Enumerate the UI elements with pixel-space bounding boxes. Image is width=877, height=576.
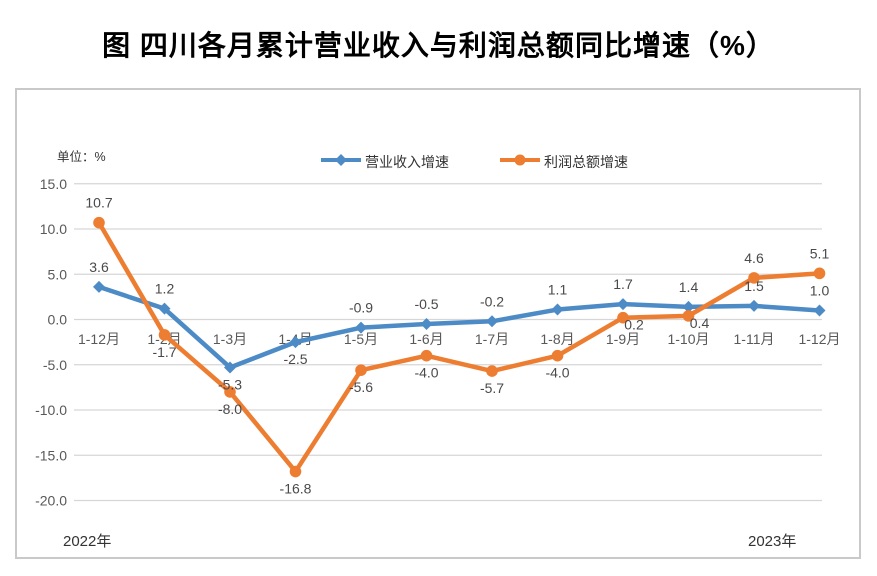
data-point-label: -4.0 [414, 365, 438, 381]
y-tick-label: -20.0 [35, 493, 67, 509]
data-point-marker [813, 304, 826, 317]
series-line [96, 284, 822, 370]
data-point-label: -8.0 [218, 401, 242, 417]
y-tick-label: 0.0 [48, 312, 68, 328]
y-tick-label: -15.0 [35, 447, 67, 463]
data-point-marker [617, 311, 629, 324]
data-point-label: 0.4 [690, 315, 710, 331]
series-1-data-labels: 10.7 -1.7 -8.0 -16.8 -5.6 -4.0 -5.7 -4.0 0.2 0.4 4… [85, 195, 829, 497]
data-point-label: -5.6 [349, 379, 373, 395]
profit-series-marker-icon [499, 153, 541, 172]
data-point-marker [486, 365, 498, 377]
data-point-label: -4.0 [545, 365, 569, 381]
x-category-label: 1-5月 [344, 331, 378, 347]
data-point-marker [551, 349, 564, 362]
data-point-label: 10.7 [85, 195, 112, 211]
data-point-marker [158, 329, 171, 341]
data-point-marker [93, 216, 105, 229]
data-point-marker [289, 465, 302, 478]
data-point-label: 0.2 [624, 317, 644, 333]
data-point-marker [551, 303, 564, 316]
data-point-label: -2.5 [283, 351, 307, 367]
data-point-label: 1.7 [613, 276, 633, 292]
chart-container: 单位：% 营业收入增速 利润总额增速 15.0 10.0 5.0 0.0 -5.0 -10… [15, 88, 861, 559]
data-point-label: 1.2 [155, 281, 175, 297]
data-point-marker [682, 300, 695, 313]
data-point-marker [224, 361, 236, 374]
x-category-label: 1-3月 [213, 331, 247, 347]
data-point-marker [158, 302, 171, 315]
data-point-label: -0.2 [480, 293, 504, 309]
y-tick-label: -10.0 [35, 402, 67, 418]
data-point-marker [420, 349, 433, 362]
data-point-label: 3.6 [89, 259, 109, 275]
legend-item-revenue: 营业收入增速 [320, 152, 449, 172]
data-point-label: -5.7 [480, 380, 504, 396]
x-category-label: 1-11月 [734, 331, 775, 347]
data-point-label: -5.3 [218, 376, 242, 392]
chart-title: 图 四川各月累计营业收入与利润总额同比增速（%） [102, 30, 775, 61]
data-point-label: 4.6 [744, 250, 764, 266]
data-point-marker [486, 315, 498, 328]
series-1 [93, 216, 826, 478]
data-point-marker [93, 280, 105, 293]
data-point-marker [617, 298, 629, 311]
legend-label-profit: 利润总额增速 [544, 154, 628, 170]
x-category-label: 1-12月 [798, 331, 840, 347]
series-line [96, 220, 822, 474]
data-point-label: -1.7 [152, 344, 176, 360]
data-point-marker [748, 272, 760, 284]
x-category-label: 1-7月 [475, 331, 509, 347]
revenue-series-marker-icon [320, 153, 362, 172]
year-label-2023: 2023年 [748, 533, 797, 550]
data-point-marker [355, 321, 367, 334]
data-point-label: 1.0 [810, 282, 830, 298]
data-point-marker [748, 299, 760, 312]
data-point-marker [813, 267, 826, 280]
y-tick-label: 15.0 [40, 176, 67, 192]
y-axis-tick-labels: 15.0 10.0 5.0 0.0 -5.0 -10.0 -15.0 -20.0 [35, 176, 67, 509]
unit-label: 单位：% [57, 150, 106, 164]
data-point-label: 1.1 [548, 282, 568, 298]
data-point-marker [224, 386, 236, 398]
data-point-label: -16.8 [280, 481, 312, 497]
line-chart-plot: 15.0 10.0 5.0 0.0 -5.0 -10.0 -15.0 -20.0 1-12月 1-… [35, 176, 841, 509]
x-category-label: 1-12月 [78, 331, 120, 347]
series-0 [93, 280, 826, 374]
data-point-label: 1.5 [744, 278, 764, 294]
series-0-data-labels: 3.6 1.2 -5.3 -2.5 -0.9 -0.5 -0.2 1.1 1.7 1.4 1.5 1.… [89, 259, 829, 393]
x-category-label: 1-9月 [606, 331, 640, 347]
data-point-marker [682, 310, 695, 322]
legend: 营业收入增速 利润总额增速 [320, 152, 628, 172]
y-tick-label: -5.0 [43, 357, 67, 373]
data-point-label: 1.4 [679, 279, 699, 295]
data-point-marker [355, 364, 367, 376]
y-tick-label: 10.0 [40, 221, 67, 237]
data-point-label: 5.1 [810, 245, 830, 261]
x-category-label: 1-10月 [667, 331, 709, 347]
gridlines [74, 183, 822, 502]
data-point-label: -0.5 [414, 296, 438, 312]
legend-label-revenue: 营业收入增速 [365, 154, 449, 170]
year-label-2022: 2022年 [63, 533, 112, 550]
data-point-marker [289, 336, 302, 349]
x-category-label: 1-6月 [409, 331, 443, 347]
data-point-marker [420, 318, 433, 331]
y-tick-label: 5.0 [48, 266, 68, 282]
data-point-label: -0.9 [349, 300, 373, 316]
x-axis-category-labels: 1-12月1-2月1-3月1-4月1-5月1-6月1-7月1-8月1-9月1-1… [78, 331, 841, 347]
legend-item-profit: 利润总额增速 [499, 152, 628, 172]
x-category-label: 1-8月 [540, 331, 574, 347]
